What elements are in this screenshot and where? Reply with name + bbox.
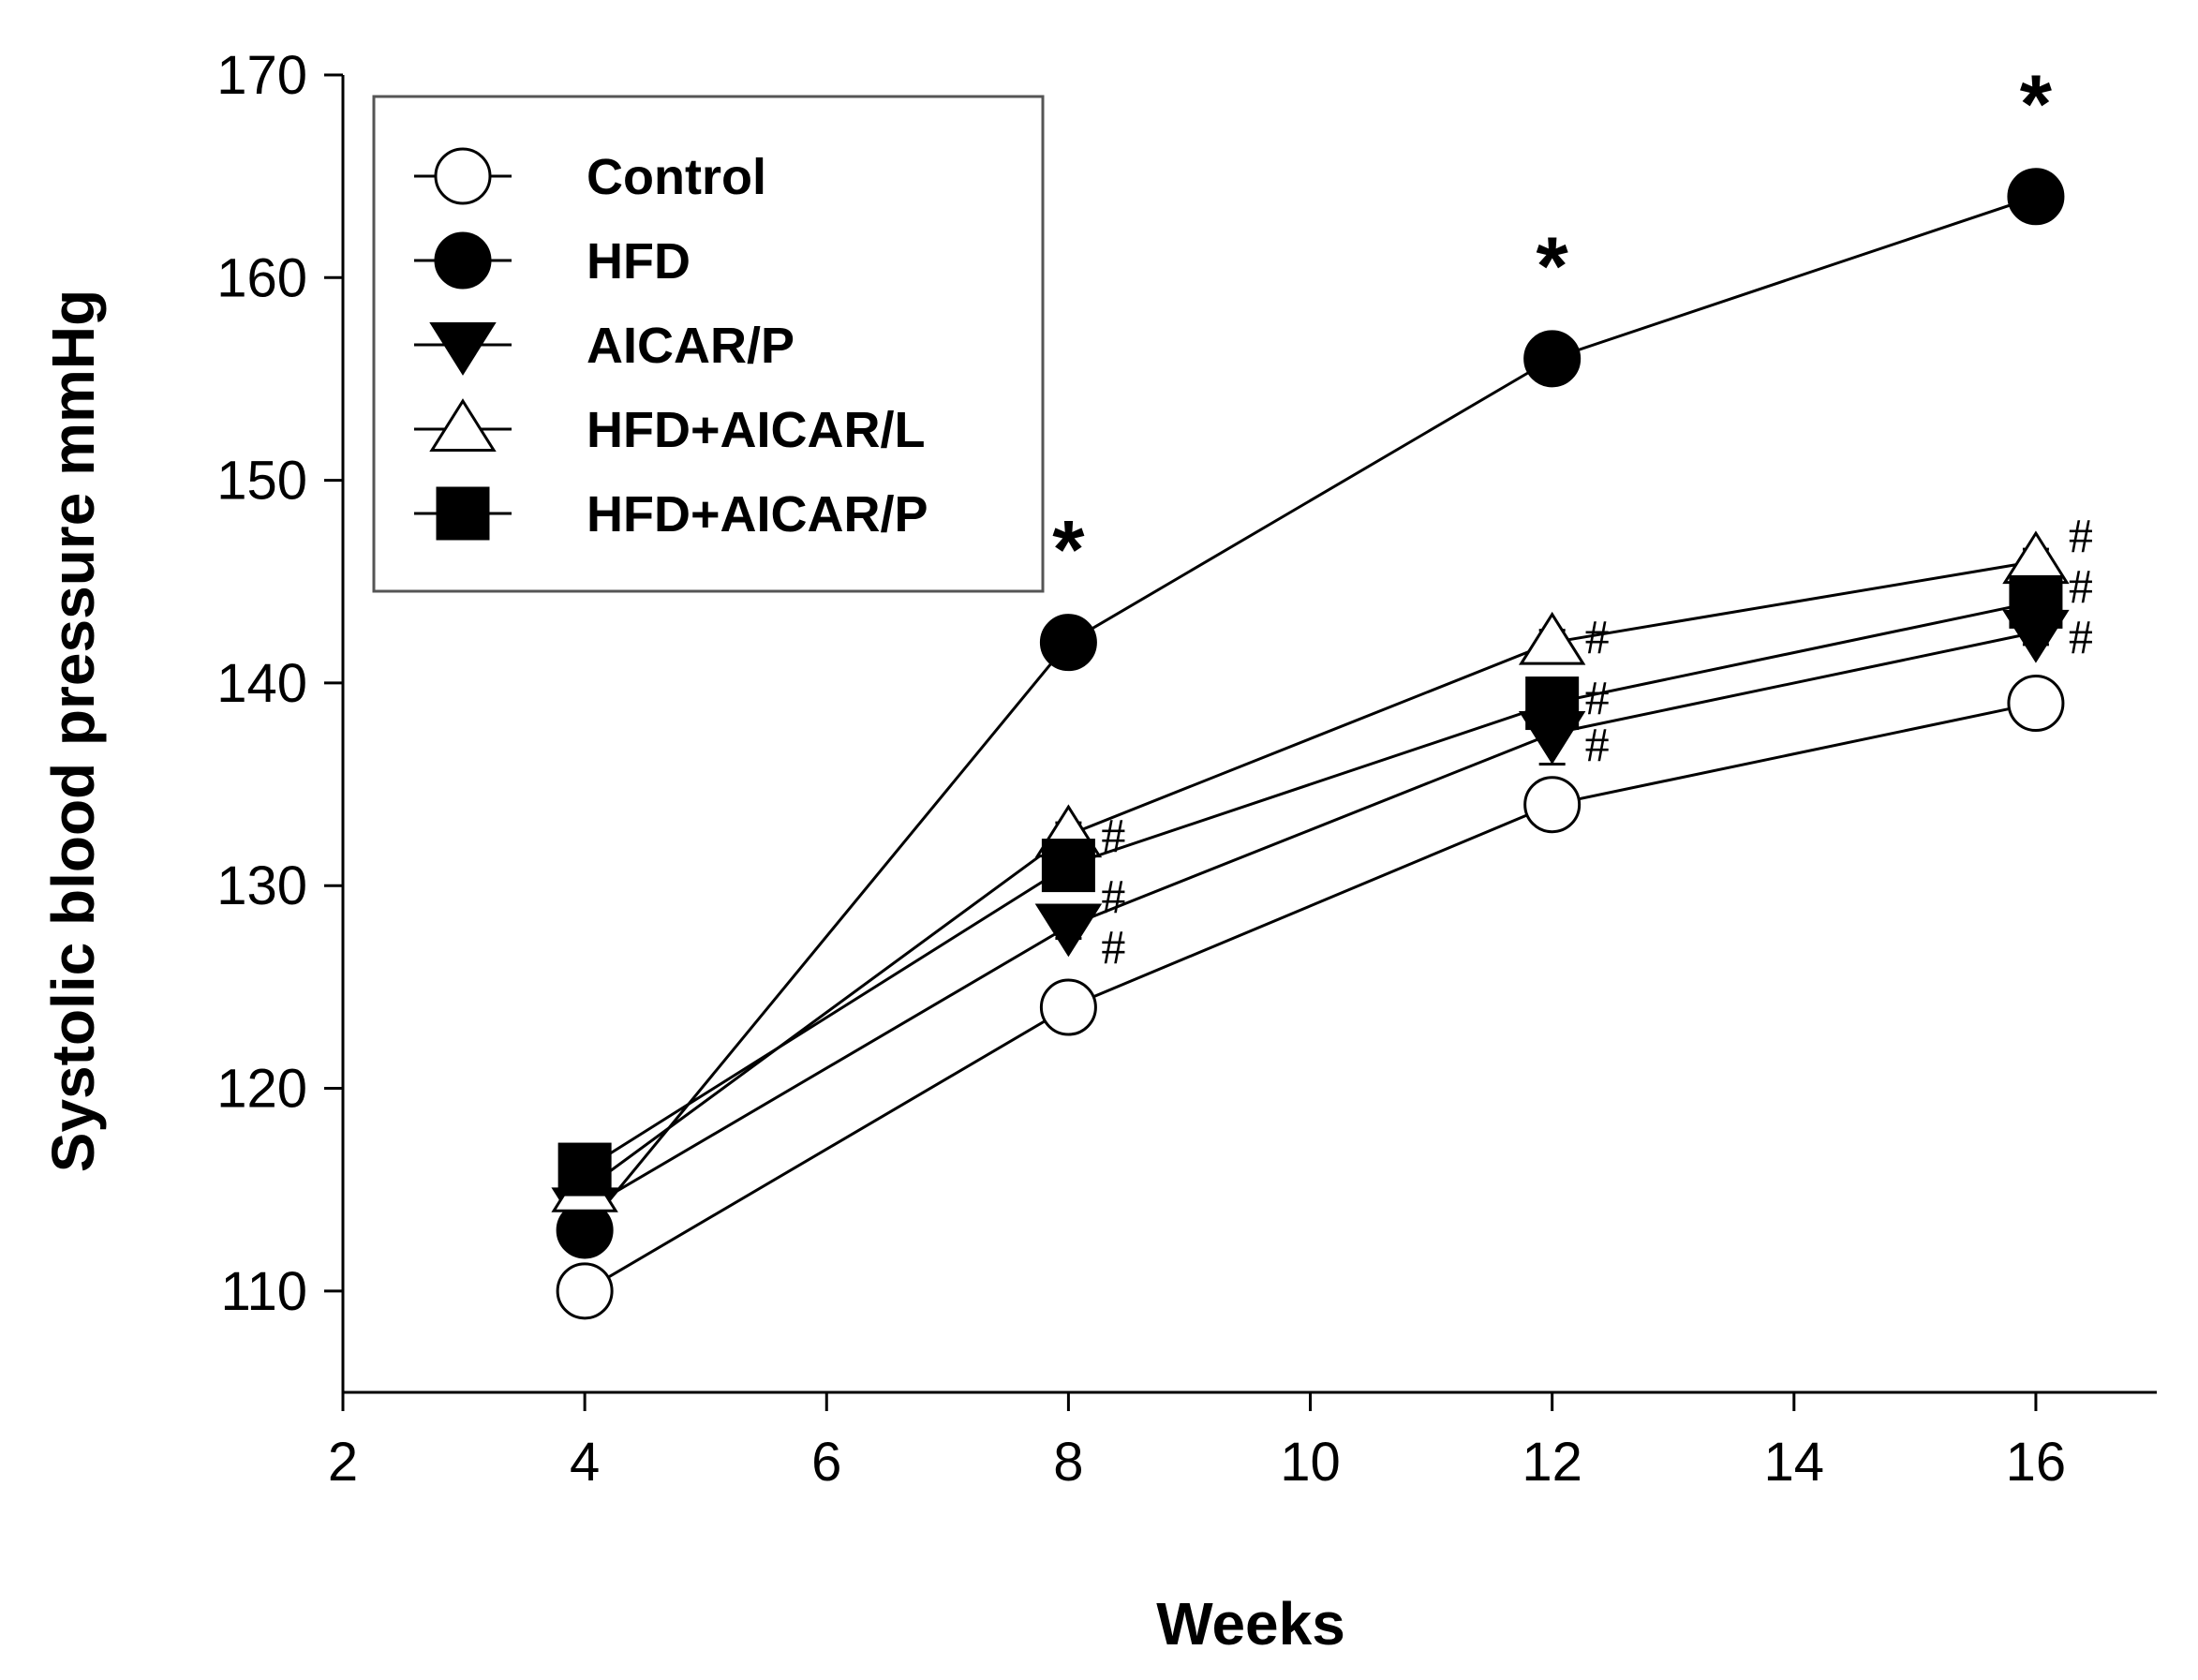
axes: 2 4 6 8 10 12 14 16 110 120 130 140 150 160 170	[216, 45, 2157, 1493]
significance-hash: #	[1101, 810, 1125, 863]
x-tick-label: 2	[328, 1432, 358, 1493]
significance-star: *	[2020, 57, 2053, 150]
significance-hash: #	[1585, 611, 1610, 664]
significance-annotations: ***#########	[1052, 57, 2093, 974]
significance-hash: #	[1585, 672, 1610, 725]
legend-marker-hfd-aicar-p	[436, 486, 490, 541]
data-point-hfd	[1039, 614, 1097, 672]
x-tick-label: 14	[1764, 1432, 1825, 1493]
series-line-hfd	[583, 195, 2037, 1231]
significance-hash: #	[1101, 921, 1125, 974]
significance-hash: #	[2069, 611, 2093, 664]
legend-marker-control	[434, 147, 492, 205]
y-tick-label: 120	[216, 1059, 307, 1120]
data-point-hfd-aicar-p	[557, 1142, 612, 1197]
data-point-aicar-p	[1034, 903, 1103, 958]
legend-label-hfd-aicar-l: HFD+AICAR/L	[587, 402, 926, 458]
data-point-hfd	[1523, 330, 1582, 388]
x-tick-label: 6	[811, 1432, 841, 1493]
x-tick-label: 10	[1280, 1432, 1341, 1493]
data-point-hfd-aicar-l	[1518, 611, 1586, 665]
y-tick-label: 110	[221, 1261, 307, 1322]
significance-star: *	[1052, 503, 1085, 596]
data-point-control	[1523, 776, 1582, 834]
data-point-hfd-aicar-p	[1525, 676, 1580, 731]
significance-hash: #	[2069, 560, 2093, 614]
x-tick-label: 16	[2006, 1432, 2067, 1493]
x-axis-title: Weeks	[1156, 1590, 1345, 1658]
data-point-hfd-aicar-p	[2009, 574, 2063, 629]
x-tick-label: 4	[570, 1432, 600, 1493]
legend-marker-hfd	[434, 231, 492, 290]
legend-label-hfd: HFD	[587, 233, 691, 290]
y-tick-label: 150	[216, 451, 307, 512]
series-line-aicar-p	[584, 631, 2037, 1212]
significance-hash: #	[1101, 870, 1125, 924]
y-tick-label: 130	[216, 855, 307, 916]
series-line-hfd-aicar-l	[584, 559, 2037, 1191]
data-point-control	[556, 1262, 614, 1320]
legend-marker-hfd-aicar-l	[429, 398, 497, 452]
series-line-hfd-aicar-p	[584, 600, 2037, 1171]
y-tick-label: 160	[216, 247, 307, 308]
series-markers	[551, 168, 2070, 1320]
significance-hash: #	[1585, 719, 1610, 772]
legend-items: Control HFD AICAR/P HFD+AICAR/L HFD+AICAR/P	[414, 147, 928, 543]
x-tick-label: 12	[1522, 1432, 1582, 1493]
legend-marker-aicar-p	[429, 322, 497, 376]
legend-label-hfd-aicar-p: HFD+AICAR/P	[587, 486, 928, 543]
y-tick-label: 170	[216, 45, 307, 106]
legend-label-control: Control	[587, 149, 766, 205]
x-tick-label: 8	[1053, 1432, 1083, 1493]
legend-label-aicar-p: AICAR/P	[587, 318, 795, 374]
data-point-control	[2007, 675, 2065, 733]
data-point-hfd-aicar-p	[1041, 839, 1095, 893]
y-tick-label: 140	[216, 653, 307, 714]
significance-star: *	[1537, 219, 1569, 312]
data-point-hfd	[2007, 168, 2065, 226]
series-line-control	[584, 702, 2037, 1293]
legend: Control HFD AICAR/P HFD+AICAR/L HFD+AICAR/P	[372, 95, 1045, 593]
significance-hash: #	[2069, 510, 2093, 563]
y-axis-title: Systolic blood pressure mmHg	[39, 290, 107, 1172]
data-point-control	[1039, 978, 1097, 1036]
series-lines	[583, 195, 2037, 1293]
